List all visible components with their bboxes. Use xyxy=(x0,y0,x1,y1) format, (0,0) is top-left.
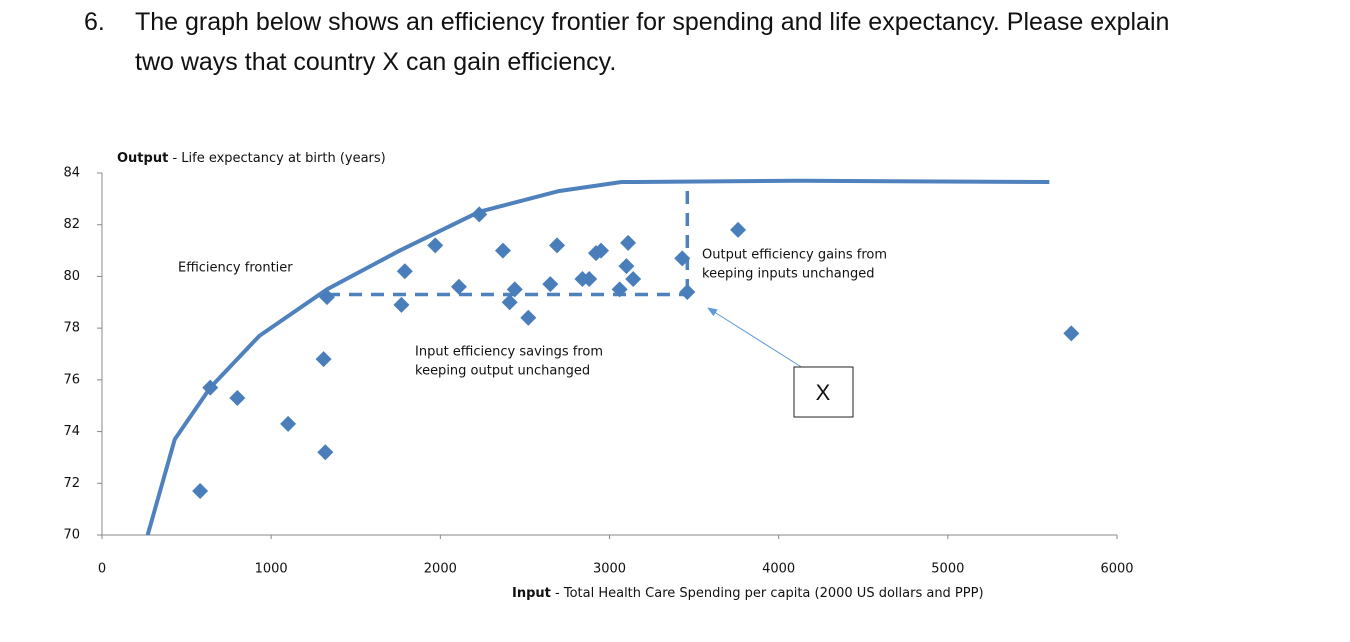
x-tick-label: 2000 xyxy=(424,562,457,577)
scatter-point xyxy=(229,389,246,406)
y-tick-label: 80 xyxy=(63,269,80,284)
scatter-point xyxy=(318,289,335,306)
y-axis-label-bold: Output xyxy=(117,151,168,166)
scatter-point xyxy=(542,276,559,293)
scatter-point xyxy=(506,281,523,298)
scatter-point xyxy=(501,294,518,311)
x-box xyxy=(793,366,854,418)
scatter-point xyxy=(427,237,444,254)
scatter-point xyxy=(1063,325,1080,342)
scatter-point xyxy=(317,444,334,461)
scatter-point xyxy=(674,250,691,267)
scatter-point xyxy=(471,206,488,223)
scatter-point xyxy=(730,221,747,238)
annotation: keeping inputs unchanged xyxy=(702,267,874,282)
scatter-point xyxy=(618,258,635,275)
x-tick-label: 1000 xyxy=(255,562,288,577)
x-tick-label: 3000 xyxy=(593,562,626,577)
scatter-point xyxy=(494,242,511,259)
scatter-point xyxy=(315,351,332,368)
scatter-point xyxy=(549,237,566,254)
y-tick-label: 74 xyxy=(63,424,80,439)
annotation: Output efficiency gains from xyxy=(702,248,887,263)
annotation: Efficiency frontier xyxy=(178,261,293,276)
scatter-point xyxy=(450,278,467,295)
scatter-point xyxy=(593,242,610,259)
arrow xyxy=(707,307,804,369)
frontier-line xyxy=(145,178,1050,536)
y-tick-label: 72 xyxy=(63,476,80,491)
scatter-point xyxy=(581,271,598,288)
y-axis-label-rest: - Life expectancy at birth (years) xyxy=(172,151,385,166)
question-line: two ways that country X can gain efficie… xyxy=(135,48,617,76)
scatter-point xyxy=(625,271,642,288)
scatter-point xyxy=(520,309,537,326)
scatter-point xyxy=(611,281,628,298)
x-axis-label-rest: - Total Health Care Spending per capita … xyxy=(555,586,984,601)
scatter-point xyxy=(679,283,696,300)
x-tick-label: 0 xyxy=(98,562,106,577)
scatter-point xyxy=(396,263,413,280)
question-number: 6. xyxy=(84,8,105,36)
y-tick-label: 70 xyxy=(63,528,80,543)
scatter-point xyxy=(280,415,297,432)
question-line: The graph below shows an efficiency fron… xyxy=(135,8,1170,36)
y-axis-label: Output - Life expectancy at birth (years… xyxy=(117,151,386,166)
scatter-point xyxy=(202,379,219,396)
x-tick-label: 4000 xyxy=(762,562,795,577)
scatter-point xyxy=(192,483,209,500)
x-axis-label-bold: Input xyxy=(512,586,551,601)
y-tick-label: 76 xyxy=(63,372,80,387)
y-tick-label: 82 xyxy=(63,217,80,232)
y-tick-label: 84 xyxy=(63,166,80,181)
y-tick-label: 78 xyxy=(63,321,80,336)
x-box-label: X xyxy=(816,380,831,405)
x-tick-label: 6000 xyxy=(1100,562,1133,577)
x-tick-label: 5000 xyxy=(931,562,964,577)
annotation: keeping output unchanged xyxy=(415,364,590,379)
annotation: Input efficiency savings from xyxy=(415,345,603,360)
scatter-point xyxy=(620,234,637,251)
scatter-point xyxy=(393,296,410,313)
x-axis-label: Input - Total Health Care Spending per c… xyxy=(512,586,984,601)
